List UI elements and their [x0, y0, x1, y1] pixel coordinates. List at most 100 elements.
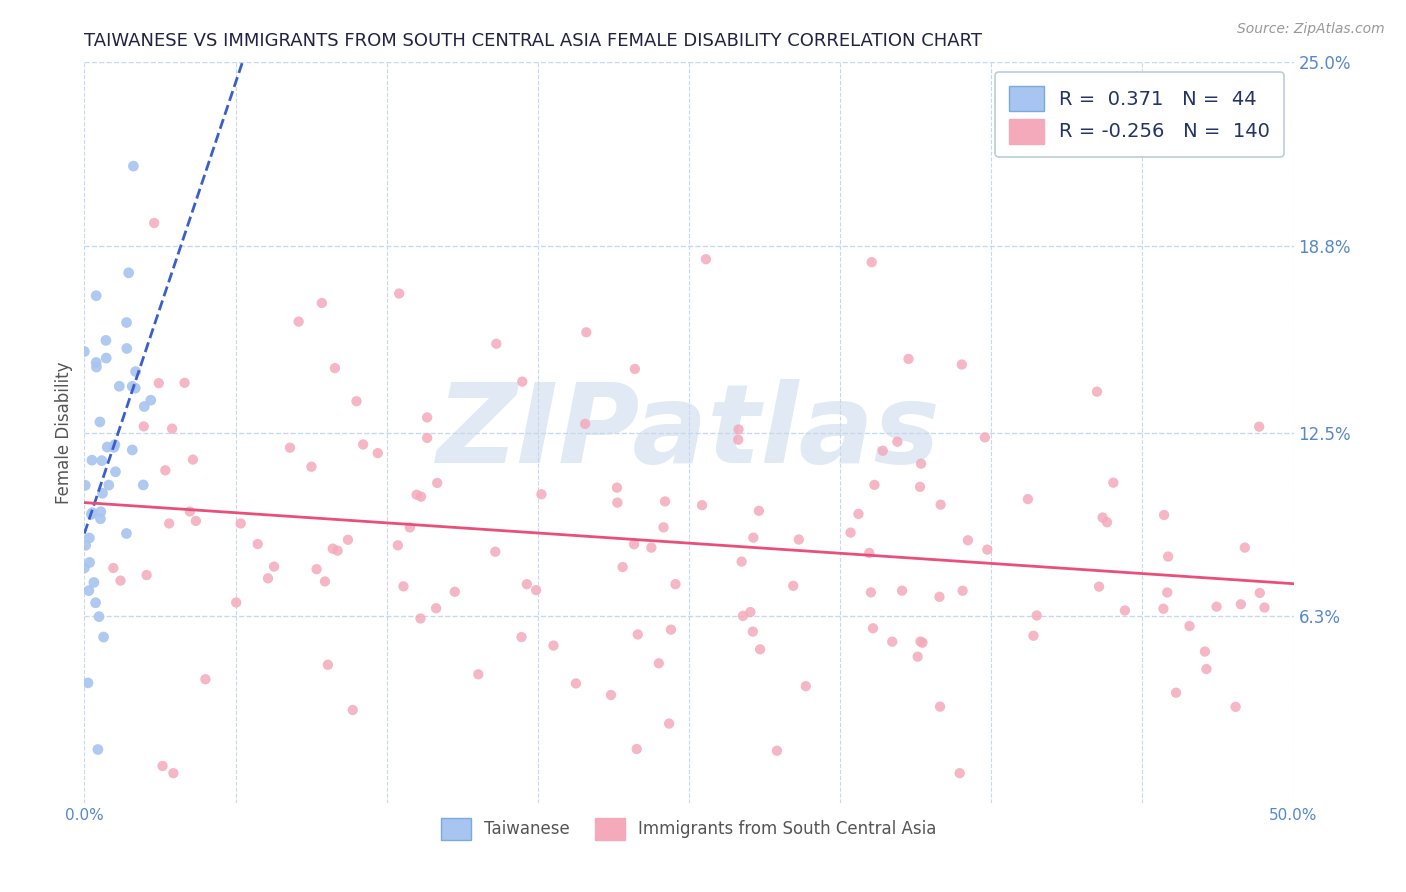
Point [257, 571, 280, 585]
Text: ZIPatlas: ZIPatlas [437, 379, 941, 486]
Point [863, 478, 886, 492]
Point [79, 556, 101, 570]
Point [606, 495, 628, 509]
Point [416, 431, 439, 445]
Point [1102, 475, 1125, 490]
Text: TAIWANESE VS IMMIGRANTS FROM SOUTH CENTRAL ASIA FEMALE DISABILITY CORRELATION CH: TAIWANESE VS IMMIGRANTS FROM SOUTH CENTR… [84, 32, 983, 50]
Point [839, 525, 862, 540]
Point [135, 568, 157, 582]
Point [626, 742, 648, 756]
Point [132, 419, 155, 434]
Point [766, 744, 789, 758]
Point [443, 584, 465, 599]
Point [612, 560, 634, 574]
Point [973, 430, 995, 444]
Point [730, 555, 752, 569]
Point [90, 453, 112, 467]
Legend: Taiwanese, Immigrants from South Central Asia: Taiwanese, Immigrants from South Central… [434, 812, 943, 847]
Point [73, 561, 96, 575]
Point [976, 542, 998, 557]
Point [1152, 601, 1174, 615]
Point [181, 452, 204, 467]
Point [73, 344, 96, 359]
Point [392, 579, 415, 593]
Point [80, 453, 103, 467]
Point [740, 605, 762, 619]
Point [96, 440, 118, 454]
Point [908, 480, 931, 494]
Point [1022, 629, 1045, 643]
Point [225, 595, 247, 609]
Point [84, 289, 107, 303]
Point [96, 351, 118, 365]
Point [86, 359, 108, 374]
Point [859, 585, 882, 599]
Point [623, 537, 645, 551]
Point [104, 438, 127, 452]
Point [1230, 597, 1253, 611]
Point [122, 159, 145, 173]
Point [1095, 515, 1118, 529]
Point [654, 494, 676, 508]
Point [157, 516, 180, 531]
Point [83, 575, 105, 590]
Point [82, 506, 104, 520]
Point [891, 583, 914, 598]
Point [387, 538, 409, 552]
Point [897, 351, 920, 366]
Point [910, 457, 932, 471]
Point [1114, 603, 1136, 617]
Point [624, 362, 647, 376]
Point [658, 716, 681, 731]
Point [652, 520, 675, 534]
Point [1249, 586, 1271, 600]
Point [110, 574, 132, 588]
Point [346, 394, 368, 409]
Point [1225, 699, 1247, 714]
Point [928, 590, 950, 604]
Point [87, 742, 110, 756]
Point [848, 507, 870, 521]
Point [77, 583, 100, 598]
Point [148, 376, 170, 391]
Point [326, 543, 349, 558]
Point [484, 544, 506, 558]
Point [1088, 580, 1111, 594]
Point [1085, 384, 1108, 399]
Point [173, 376, 195, 390]
Point [1153, 508, 1175, 522]
Point [305, 562, 328, 576]
Point [77, 676, 100, 690]
Point [1164, 686, 1187, 700]
Point [510, 375, 533, 389]
Point [575, 326, 598, 340]
Point [89, 512, 111, 526]
Point [627, 627, 650, 641]
Point [659, 623, 682, 637]
Point [108, 379, 131, 393]
Point [132, 478, 155, 492]
Point [950, 358, 973, 372]
Point [97, 478, 120, 492]
Point [336, 533, 359, 547]
Point [1249, 419, 1271, 434]
Point [143, 216, 166, 230]
Point [1178, 619, 1201, 633]
Point [485, 336, 508, 351]
Point [727, 422, 749, 436]
Point [311, 296, 333, 310]
Point [322, 541, 344, 556]
Point [949, 766, 972, 780]
Point [648, 657, 671, 671]
Point [90, 505, 112, 519]
Point [263, 559, 285, 574]
Point [794, 679, 817, 693]
Point [301, 459, 323, 474]
Point [1194, 644, 1216, 658]
Point [160, 422, 183, 436]
Point [287, 315, 309, 329]
Point [742, 531, 765, 545]
Point [1253, 600, 1275, 615]
Point [574, 417, 596, 431]
Point [858, 546, 880, 560]
